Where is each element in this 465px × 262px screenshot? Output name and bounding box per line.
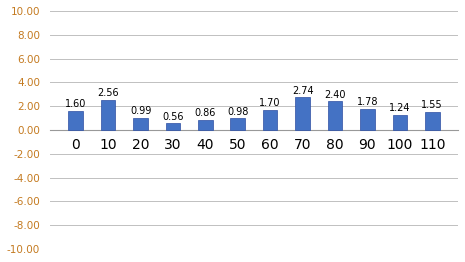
Bar <box>68 111 83 130</box>
Bar <box>231 118 245 130</box>
Text: 2.40: 2.40 <box>324 90 346 100</box>
Bar <box>166 123 180 130</box>
Text: 1.55: 1.55 <box>421 100 443 110</box>
Text: 0.99: 0.99 <box>130 106 151 116</box>
Bar <box>425 112 439 130</box>
Bar <box>360 109 375 130</box>
Bar <box>392 115 407 130</box>
Bar <box>263 110 278 130</box>
Bar <box>328 101 342 130</box>
Text: 1.24: 1.24 <box>389 103 411 113</box>
Text: 2.56: 2.56 <box>97 88 119 98</box>
Text: 1.60: 1.60 <box>65 99 86 109</box>
Text: 0.56: 0.56 <box>162 112 184 122</box>
Bar <box>101 100 115 130</box>
Text: 1.70: 1.70 <box>259 98 281 108</box>
Bar <box>295 97 310 130</box>
Text: 0.86: 0.86 <box>195 108 216 118</box>
Text: 1.78: 1.78 <box>357 97 378 107</box>
Bar <box>198 120 213 130</box>
Bar <box>133 118 148 130</box>
Text: 2.74: 2.74 <box>292 86 313 96</box>
Text: 0.98: 0.98 <box>227 107 248 117</box>
